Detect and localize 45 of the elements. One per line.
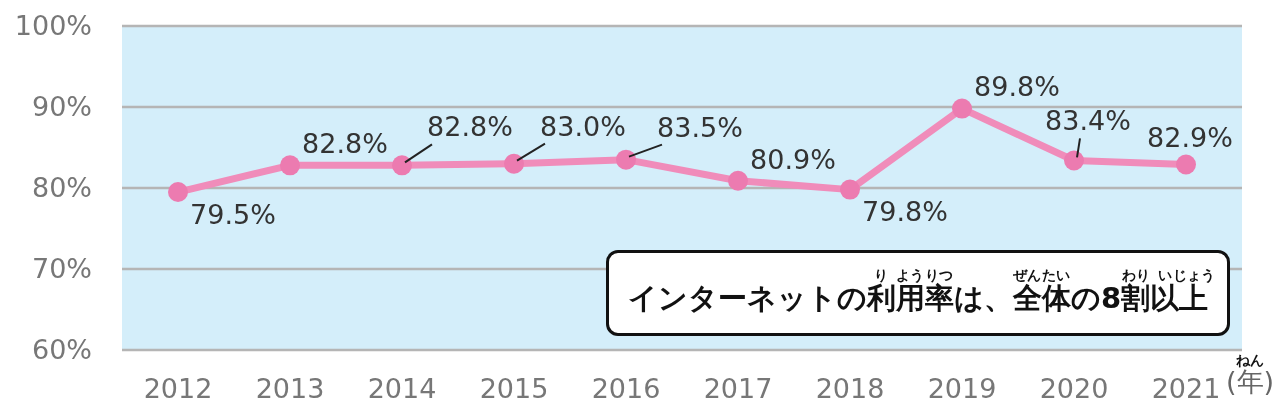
- y-tick-label: 60%: [31, 334, 92, 365]
- x-tick-label: 2016: [591, 373, 661, 404]
- annotation: わり: [1121, 267, 1150, 283]
- y-tick-label: 80%: [31, 172, 92, 203]
- y-tick-label: 70%: [31, 253, 92, 284]
- point: [392, 155, 412, 176]
- x-tick-label: 2020: [1039, 373, 1109, 404]
- annotation: りつ: [925, 267, 954, 283]
- annotation: じょう: [1172, 267, 1215, 283]
- data-label: 79.5%: [190, 199, 276, 231]
- x-tick-label: 2021: [1151, 373, 1221, 404]
- data-label: 82.8%: [302, 128, 388, 160]
- x-tick-label: 2013: [255, 373, 325, 404]
- data-label: 83.5%: [657, 111, 743, 143]
- y-tick-label: 90%: [31, 91, 92, 122]
- x-tick-label: 2015: [479, 373, 549, 404]
- x-tick-label: 2012: [143, 373, 213, 404]
- text: ねん: [1236, 352, 1265, 368]
- data-label: 79.8%: [862, 195, 948, 227]
- point: [1176, 154, 1196, 175]
- x-tick-label: 2018: [815, 373, 885, 404]
- point: [728, 170, 748, 191]
- point: [840, 179, 860, 200]
- annotation: よう: [896, 267, 925, 283]
- x-axis-title: (年): [1226, 366, 1275, 399]
- annotation: たい: [1042, 267, 1071, 284]
- point: [504, 153, 524, 174]
- data-label: 82.8%: [427, 111, 513, 143]
- annotation: ぜん: [1013, 267, 1042, 284]
- data-label: 82.9%: [1147, 121, 1233, 153]
- data-label: 83.4%: [1045, 105, 1131, 137]
- x-tick-label: 2014: [367, 373, 437, 404]
- y-tick-label: 100%: [14, 10, 92, 41]
- point: [1064, 150, 1084, 171]
- point: [952, 98, 972, 119]
- data-label: 80.9%: [750, 143, 836, 175]
- point: [168, 182, 188, 203]
- point: [280, 155, 300, 176]
- x-tick-label: 2019: [927, 373, 997, 404]
- point: [616, 149, 636, 170]
- annotation: り: [874, 267, 889, 283]
- data-label: 83.0%: [540, 110, 626, 142]
- annotation: い: [1157, 267, 1172, 283]
- data-label: 89.8%: [974, 70, 1060, 102]
- x-tick-label: 2017: [703, 373, 773, 404]
